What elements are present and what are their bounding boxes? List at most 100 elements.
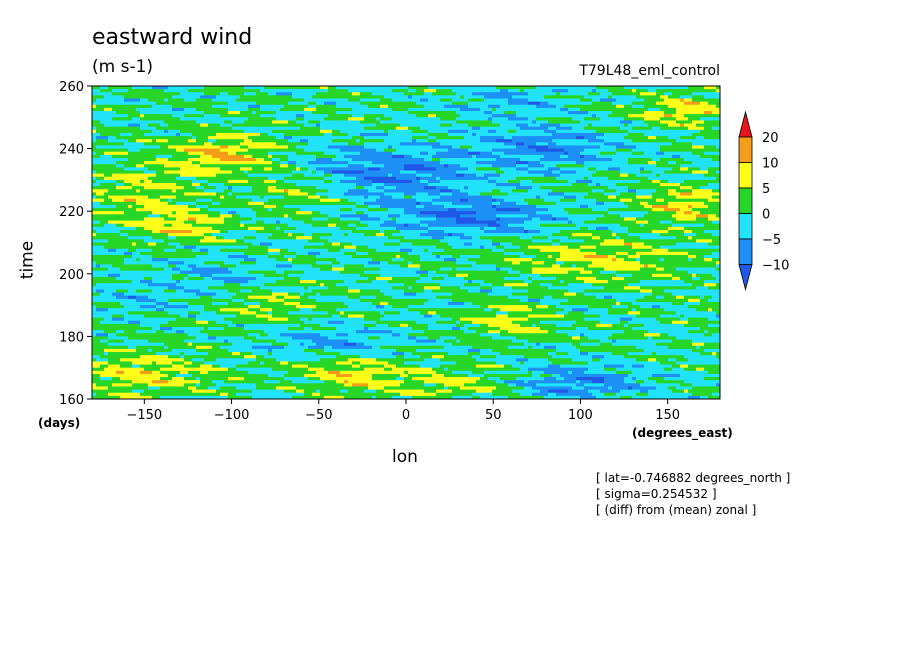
field-cell — [240, 95, 245, 100]
field-cell — [268, 101, 273, 106]
field-cell — [712, 114, 717, 118]
field-cell — [472, 114, 477, 118]
field-cell — [296, 95, 301, 100]
field-cell — [560, 92, 565, 96]
field-cell — [496, 117, 501, 122]
field-cell — [448, 117, 453, 122]
field-cell — [332, 98, 337, 103]
field-cell — [304, 95, 309, 100]
field-cell — [584, 104, 589, 109]
field-cell — [252, 104, 257, 109]
field-cell — [116, 120, 121, 125]
field-cell — [296, 107, 301, 112]
field-cell — [460, 104, 465, 109]
field-cell — [488, 107, 493, 112]
field-cell — [256, 104, 261, 109]
field-cell — [136, 104, 141, 109]
field-cell — [676, 120, 681, 125]
field-cell — [284, 117, 289, 122]
field-cell — [148, 86, 153, 90]
field-cell — [668, 111, 673, 115]
field-cell — [560, 104, 565, 109]
field-cell — [132, 120, 137, 125]
field-cell — [284, 95, 289, 100]
field-cell — [156, 86, 161, 90]
field-cell — [124, 89, 129, 93]
field-cell — [284, 104, 289, 109]
field-cell — [620, 101, 625, 106]
field-cell — [136, 86, 141, 90]
field-cell — [92, 89, 97, 93]
field-cell — [500, 107, 505, 112]
field-cell — [232, 89, 237, 93]
field-cell — [416, 98, 421, 103]
field-cell — [328, 98, 333, 103]
field-cell — [688, 104, 693, 109]
field-cell — [200, 111, 205, 115]
field-cell — [492, 117, 497, 122]
field-cell — [424, 114, 429, 118]
field-cell — [688, 120, 693, 125]
field-cell — [504, 92, 509, 96]
field-cell — [420, 98, 425, 103]
field-cell — [336, 86, 341, 90]
field-cell — [292, 107, 297, 112]
field-cell — [368, 101, 373, 106]
field-cell — [588, 95, 593, 100]
field-cell — [600, 89, 605, 93]
field-cell — [584, 95, 589, 100]
field-cell — [404, 89, 409, 93]
field-cell — [308, 104, 313, 109]
field-cell — [484, 98, 489, 103]
field-cell — [364, 101, 369, 106]
field-cell — [316, 101, 321, 106]
field-cell — [296, 120, 301, 125]
field-cell — [524, 114, 529, 118]
field-cell — [384, 86, 389, 90]
field-cell — [408, 114, 413, 118]
field-cell — [140, 111, 145, 115]
field-cell — [476, 92, 481, 96]
field-cell — [300, 117, 305, 122]
field-cell — [676, 92, 681, 96]
field-cell — [236, 101, 241, 106]
field-cell — [400, 120, 405, 125]
field-cell — [536, 101, 541, 106]
field-cell — [248, 86, 253, 90]
field-cell — [528, 86, 533, 90]
field-cell — [552, 111, 557, 115]
field-cell — [264, 107, 269, 112]
field-cell — [536, 120, 541, 125]
field-cell — [188, 95, 193, 100]
field-cell — [204, 111, 209, 115]
field-cell — [140, 89, 145, 93]
field-cell — [324, 107, 329, 112]
field-cell — [636, 89, 641, 93]
field-cell — [396, 104, 401, 109]
field-cell — [180, 86, 185, 90]
field-cell — [668, 120, 673, 125]
field-cell — [152, 101, 157, 106]
field-cell — [556, 89, 561, 93]
field-cell — [204, 120, 209, 125]
field-cell — [488, 89, 493, 93]
field-cell — [392, 117, 397, 122]
field-cell — [372, 104, 377, 109]
field-cell — [436, 89, 441, 93]
field-cell — [492, 98, 497, 103]
field-cell — [284, 92, 289, 96]
field-cell — [204, 114, 209, 118]
field-cell — [288, 111, 293, 115]
field-cell — [416, 117, 421, 122]
field-cell — [500, 101, 505, 106]
field-cell — [216, 120, 221, 125]
field-cell — [196, 107, 201, 112]
field-cell — [580, 92, 585, 96]
field-cell — [104, 104, 109, 109]
field-cell — [556, 101, 561, 106]
field-cell — [560, 98, 565, 103]
field-cell — [408, 111, 413, 115]
field-cell — [372, 114, 377, 118]
field-cell — [92, 117, 97, 122]
field-cell — [416, 104, 421, 109]
